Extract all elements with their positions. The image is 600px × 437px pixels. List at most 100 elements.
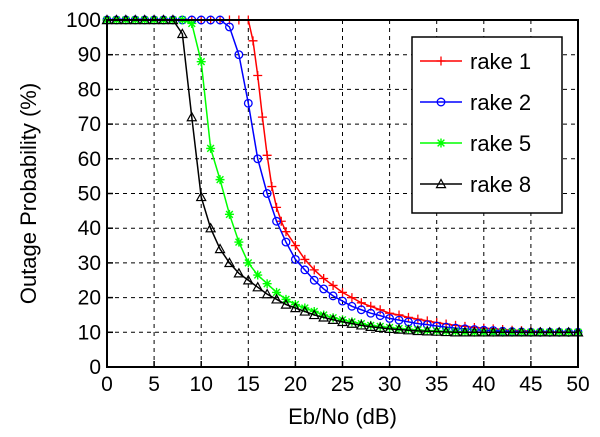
data-point: [234, 237, 244, 247]
data-point: [403, 312, 413, 322]
x-tick-label: 25: [331, 373, 354, 396]
y-tick-label: 0: [89, 356, 101, 379]
data-point: [393, 323, 405, 334]
data-point: [253, 270, 263, 280]
data-point: [261, 288, 273, 299]
data-point: [267, 182, 277, 192]
data-point: [355, 319, 367, 330]
data-point: [253, 154, 263, 164]
x-tick-label: 5: [148, 373, 160, 396]
data-point: [346, 317, 358, 328]
data-point: [214, 243, 226, 254]
legend-label: rake 2: [470, 90, 531, 115]
data-point: [319, 274, 329, 284]
data-point: [308, 309, 320, 320]
data-point: [225, 22, 234, 32]
data-point: [327, 314, 339, 325]
data-point: [195, 191, 207, 202]
data-point: [413, 314, 423, 324]
tick-labels: 0 5 10 15 20 25 30 35 40 45 50 0 10 20 30 40 50 60 70 80 90 1…: [66, 9, 590, 396]
y-tick-label: 60: [78, 148, 101, 171]
data-point: [242, 274, 254, 285]
data-point: [402, 324, 414, 335]
data-point: [384, 323, 396, 334]
data-point: [319, 310, 329, 320]
data-point: [186, 111, 198, 122]
data-point: [243, 258, 253, 268]
data-point: [347, 317, 357, 327]
data-point: [459, 326, 471, 337]
data-point: [385, 313, 395, 323]
data-point: [506, 326, 518, 337]
data-point: [534, 326, 546, 337]
data-point: [300, 265, 310, 275]
x-tick-label: 50: [566, 373, 589, 396]
x-tick-label: 0: [101, 373, 113, 396]
y-tick-label: 70: [78, 113, 101, 136]
data-point: [272, 202, 282, 212]
data-point: [289, 302, 301, 313]
data-point: [196, 57, 206, 67]
data-point: [385, 308, 395, 318]
data-point: [515, 326, 527, 337]
data-point: [276, 216, 286, 226]
data-point: [205, 222, 217, 233]
data-point: [252, 281, 264, 292]
data-point: [356, 305, 366, 315]
data-point: [431, 325, 443, 336]
data-point: [365, 321, 377, 331]
data-point: [280, 298, 292, 309]
data-point: [328, 280, 338, 290]
data-point: [356, 319, 366, 329]
legend: rake 1 rake 2 rake 5 rake 8: [411, 36, 563, 214]
data-point: [206, 143, 216, 153]
data-point: [366, 308, 376, 318]
data-point: [497, 326, 509, 337]
data-point: [468, 326, 480, 337]
x-tick-label: 40: [472, 373, 495, 396]
data-point: [336, 316, 349, 327]
data-point: [262, 279, 272, 289]
data-point: [257, 112, 267, 122]
data-point: [328, 313, 338, 323]
y-axis-label: Outage Probability (%): [16, 83, 41, 304]
data-point: [309, 265, 319, 275]
data-point: [243, 98, 253, 108]
y-tick-label: 40: [78, 217, 101, 240]
data-point: [338, 287, 347, 297]
y-tick-label: 20: [78, 287, 101, 310]
data-point: [328, 291, 338, 301]
y-tick-label: 80: [78, 78, 101, 101]
legend-item: rake 1: [420, 49, 531, 74]
data-point: [318, 311, 330, 322]
data-point: [366, 320, 376, 330]
data-point: [375, 305, 385, 315]
data-point: [262, 150, 272, 160]
data-point: [271, 293, 283, 304]
data-point: [403, 324, 413, 334]
data-point: [440, 326, 452, 337]
x-tick-label: 20: [284, 373, 307, 396]
data-point: [375, 321, 385, 331]
y-tick-label: 100: [66, 9, 101, 32]
x-tick-label: 10: [190, 373, 213, 396]
data-point: [338, 296, 347, 306]
x-axis-label: Eb/No (dB): [288, 404, 397, 429]
data-point: [281, 227, 291, 237]
data-point: [187, 18, 197, 28]
data-point: [436, 56, 446, 66]
legend-item: rake 2: [420, 90, 531, 115]
data-point: [272, 287, 282, 297]
data-point: [347, 301, 357, 311]
data-point: [544, 326, 556, 337]
legend-label: rake 8: [470, 172, 531, 197]
y-tick-label: 50: [78, 183, 101, 206]
data-point: [262, 189, 272, 198]
data-point: [215, 175, 225, 185]
data-point: [374, 322, 386, 332]
data-point: [450, 326, 462, 337]
legend-item: rake 5: [420, 131, 531, 156]
data-point: [421, 325, 433, 336]
data-point: [319, 284, 329, 294]
